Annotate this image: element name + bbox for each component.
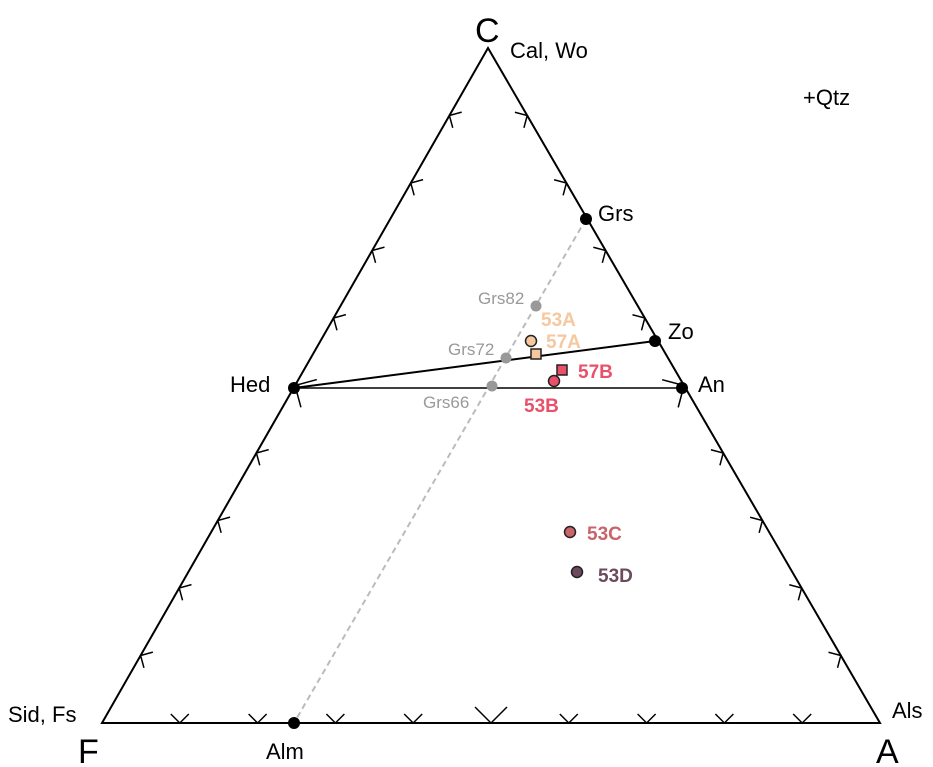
sample-57a-label: 57A: [546, 332, 581, 353]
tick-bottom-5: [474, 706, 508, 725]
tick-right-4: [632, 314, 646, 331]
zo-label: Zo: [668, 319, 694, 344]
tick-bottom-9: [792, 713, 812, 725]
grs-point: [580, 213, 592, 225]
tick-left-1: [448, 111, 462, 128]
sample-53a-marker: [524, 334, 538, 348]
tick-right-1: [514, 111, 529, 128]
grs-alm-join-line: [293, 218, 587, 724]
sample-53d-marker: [570, 565, 584, 579]
sample-57b-marker: [556, 364, 568, 376]
sample-57b-label: 57B: [578, 362, 613, 383]
grs82-label: Grs82: [478, 289, 524, 308]
grs82-point: [530, 300, 542, 312]
tick-left-8: [178, 583, 192, 601]
an-point: [676, 382, 688, 394]
sample-53d-label: 53D: [598, 566, 633, 587]
vertex-c-label: C: [475, 12, 500, 50]
tick-right-3: [593, 246, 607, 263]
tick-left-7: [216, 516, 231, 533]
grs72-label: Grs72: [448, 340, 494, 359]
tick-right-7: [749, 516, 764, 533]
tick-right-8: [789, 584, 803, 601]
tick-left-2: [409, 178, 424, 196]
tick-left-4: [332, 313, 347, 331]
tick-bottom-2: [248, 713, 268, 725]
sample-53b-marker: [547, 374, 561, 388]
tick-marks: [139, 111, 842, 725]
tick-bottom-6: [559, 713, 579, 725]
hed-label: Hed: [230, 372, 270, 397]
sample-53c-label: 53C: [587, 524, 622, 545]
grs-label: Grs: [598, 201, 633, 226]
qtz-note: +Qtz: [803, 85, 850, 110]
hed-point: [288, 382, 300, 394]
alm-point: [288, 717, 300, 729]
grs66-label: Grs66: [423, 393, 469, 412]
sample-53a-label: 53A: [541, 310, 576, 331]
vertex-a-minerals: Als: [892, 698, 923, 723]
vertex-f-label: F: [78, 733, 99, 767]
tick-left-9: [139, 651, 154, 668]
vertex-c-minerals: Cal, Wo: [510, 38, 588, 63]
zo-point: [649, 335, 661, 347]
sample-57a-marker: [530, 348, 542, 360]
tick-bottom-8: [714, 713, 734, 725]
grs66-point: [486, 380, 498, 392]
tick-bottom-4: [403, 713, 423, 725]
sample-53c-marker: [563, 525, 577, 539]
tick-left-3: [371, 246, 385, 263]
tick-left-6: [255, 448, 269, 466]
tick-right-6: [710, 449, 725, 466]
tick-bottom-1: [170, 713, 190, 725]
tick-right-2: [553, 179, 568, 196]
tick-bottom-3: [325, 713, 345, 725]
sample-53b-label: 53B: [524, 396, 559, 417]
vertex-a-label: A: [876, 733, 899, 767]
vertex-f-minerals: Sid, Fs: [8, 702, 76, 727]
tick-left-5: [294, 378, 318, 408]
grs72-point: [500, 352, 512, 364]
hed-zo-tie-line: [293, 340, 656, 389]
an-label: An: [698, 372, 725, 397]
alm-label: Alm: [266, 739, 304, 764]
tick-bottom-7: [637, 713, 657, 725]
tick-right-9: [828, 651, 842, 668]
